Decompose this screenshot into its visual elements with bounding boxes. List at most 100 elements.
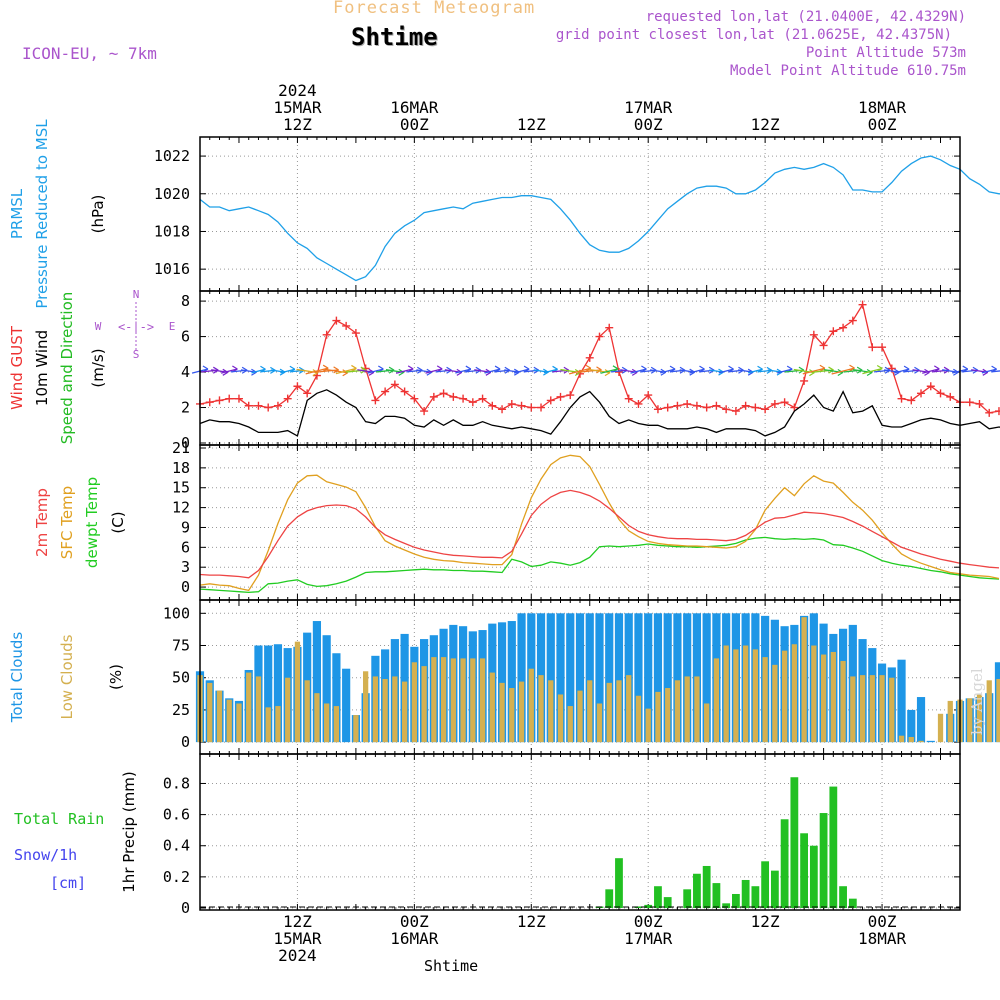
low-cloud-bar	[743, 645, 749, 743]
low-cloud-bar	[304, 680, 310, 743]
y-tick-label: 2	[181, 399, 190, 417]
wind-direction-arrow	[802, 367, 826, 375]
wind-direction-arrow	[305, 367, 329, 375]
total-cloud-bar	[653, 613, 663, 743]
low-cloud-bar	[382, 679, 388, 743]
wind-direction-arrow	[893, 368, 910, 374]
gust-marker	[770, 399, 779, 408]
panel-frame	[199, 290, 961, 446]
gust-marker	[273, 401, 282, 410]
total-cloud-bar	[332, 653, 341, 743]
gust-marker	[907, 396, 916, 405]
low-cloud-bar	[850, 676, 856, 743]
total-cloud-bar	[575, 613, 585, 743]
gust-marker	[585, 353, 594, 362]
low-cloud-bar	[421, 666, 427, 743]
bottom-axis-label: 12Z	[751, 912, 780, 931]
total-cloud-bar	[644, 613, 653, 743]
low-cloud-bar	[207, 682, 213, 743]
gust-marker	[420, 407, 429, 416]
low-cloud-bar	[918, 740, 924, 743]
gust-marker	[546, 396, 555, 405]
wind-direction-arrow	[220, 368, 238, 374]
y-tick-label: 0	[181, 899, 190, 917]
wind-direction-arrow	[425, 368, 443, 374]
y-tick-label: 6	[181, 538, 190, 556]
gust-marker	[429, 392, 438, 401]
wind-direction-arrow	[251, 368, 266, 374]
low-cloud-bar	[216, 690, 223, 743]
gust-marker	[868, 343, 877, 352]
total-cloud-bar	[264, 645, 273, 743]
low-cloud-bar	[879, 675, 885, 743]
gust-marker	[936, 389, 945, 398]
compass-east: E	[169, 320, 176, 333]
gust-marker	[683, 399, 692, 408]
gust-marker	[537, 403, 546, 412]
panel-axis-label: (C)	[109, 511, 127, 533]
gust-marker	[878, 343, 887, 352]
y-tick-label: 8	[181, 292, 190, 310]
gust-marker	[663, 403, 672, 412]
gust-marker	[507, 399, 516, 408]
panel-wind: 0 2 4 6 8 Wind GUST 10m Wind Speed and Directio…	[8, 290, 1000, 452]
y-tick-label: 1016	[154, 260, 190, 278]
total-cloud-bar	[273, 644, 283, 743]
low-cloud-bar	[528, 668, 534, 743]
gust-marker	[488, 401, 497, 410]
low-cloud-bar	[236, 703, 242, 743]
y-tick-label: 9	[181, 518, 190, 536]
footer-station: Shtime	[424, 957, 479, 975]
gust-marker	[712, 401, 721, 410]
low-cloud-bar	[265, 707, 271, 743]
low-cloud-bar	[635, 695, 642, 743]
low-cloud-bar	[626, 675, 632, 743]
panel-axis-label: dewpt Temp	[83, 477, 101, 568]
y-tick-label: 1018	[154, 222, 190, 240]
gust-marker	[342, 321, 351, 330]
panel-axis-label: 2m Temp	[33, 488, 51, 557]
wind-direction-arrow	[922, 368, 940, 374]
y-tick-label: 6	[181, 328, 190, 346]
wind-direction-arrow	[395, 368, 414, 374]
top-axis-label: 12Z	[517, 115, 546, 134]
y-tick-label: 15	[172, 479, 190, 497]
low-cloud-bar	[509, 688, 515, 743]
bottom-axis-label: 00Z	[634, 912, 663, 931]
compass-south: S	[133, 348, 140, 361]
rain-bar	[634, 906, 643, 908]
low-cloud-bar	[246, 672, 252, 743]
low-cloud-bar	[479, 658, 486, 743]
total-cloud-bar	[614, 613, 624, 743]
low-cloud-bar	[460, 658, 466, 743]
low-cloud-bar	[450, 658, 456, 743]
total-cloud-bar	[546, 613, 555, 743]
low-cloud-bar	[791, 644, 797, 743]
rain-bar	[809, 845, 818, 908]
low-cloud-bar	[440, 657, 447, 743]
low-cloud-bar	[294, 641, 301, 743]
low-cloud-bar	[840, 660, 846, 743]
credit-watermark: by Angel	[968, 668, 986, 735]
panel-axis-label: Low Clouds	[58, 634, 76, 719]
total-cloud-bar	[312, 621, 322, 743]
low-cloud-bar	[684, 676, 690, 743]
low-cloud-bar	[314, 693, 320, 743]
gust-marker	[994, 407, 1000, 416]
panel-axis-label: Speed and Direction	[58, 292, 76, 445]
low-cloud-bar	[713, 658, 720, 743]
rain-bar	[761, 861, 770, 908]
wind-direction-arrow	[455, 368, 471, 374]
top-axis-label: 12Z	[283, 115, 312, 134]
panel-axis-label: 1hr Precip (mm)	[120, 771, 138, 892]
low-cloud-bar	[937, 713, 944, 743]
gust-marker	[985, 408, 994, 417]
total-cloud-bar	[663, 613, 672, 743]
top-axis-label: 16MAR	[390, 98, 439, 117]
compass-north: N	[133, 288, 140, 301]
low-cloud-bar	[869, 675, 875, 743]
gust-marker	[225, 394, 234, 403]
rain-bar	[780, 819, 789, 908]
grid-point-coordinates: grid point closest lon,lat (21.0625E, 42…	[555, 27, 952, 43]
gust-marker	[595, 332, 604, 341]
